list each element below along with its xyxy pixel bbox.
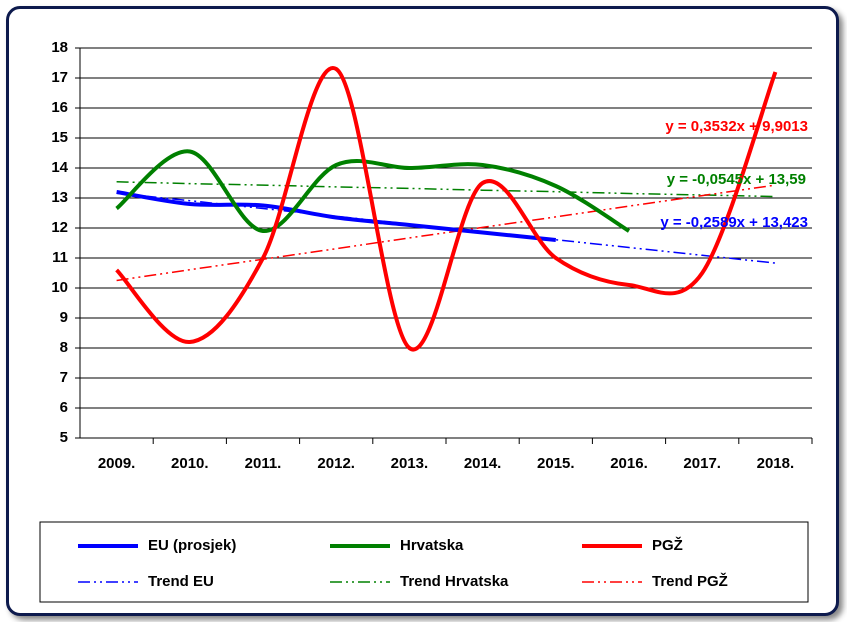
trend-equation: y = -0,0545x + 13,59 [667,171,806,188]
y-tick-label: 13 [51,189,68,206]
legend-label: PGŽ [652,536,683,554]
y-tick-label: 5 [60,429,68,446]
series-line [116,190,557,242]
series-line [115,66,778,352]
legend-label: Trend PGŽ [652,572,728,590]
legend-label: Trend Hrvatska [400,573,509,590]
y-tick-label: 10 [51,279,68,296]
y-tick-label: 17 [51,69,68,86]
y-tick-label: 8 [60,339,68,356]
y-tick-label: 7 [60,369,68,386]
y-tick-label: 12 [51,219,68,236]
legend-label: Trend EU [148,573,214,590]
y-tick-label: 6 [60,399,68,416]
trend-equation: y = -0,2589x + 13,423 [660,214,808,231]
y-tick-label: 15 [51,129,68,146]
legend-box [39,521,809,603]
series-line [116,181,776,198]
x-tick-label: 2014. [464,455,502,472]
x-tick-label: 2017. [683,455,721,472]
x-tick-label: 2012. [317,455,355,472]
y-tick-label: 16 [51,99,68,116]
y-tick-label: 11 [52,249,68,266]
x-tick-label: 2016. [610,455,648,472]
series-line [116,184,776,282]
legend-label: Hrvatska [400,537,464,554]
series-line [115,149,631,233]
y-tick-label: 9 [60,309,68,326]
x-tick-label: 2011. [245,455,282,472]
x-tick-label: 2010. [171,455,209,472]
y-tick-label: 14 [51,159,68,176]
trend-equation: y = 0,3532x + 9,9013 [665,118,808,135]
x-tick-label: 2013. [391,455,429,472]
legend-label: EU (prosjek) [148,537,236,554]
x-tick-label: 2018. [757,455,795,472]
x-tick-label: 2009. [98,455,136,472]
x-tick-label: 2015. [537,455,575,472]
y-tick-label: 18 [51,39,68,56]
